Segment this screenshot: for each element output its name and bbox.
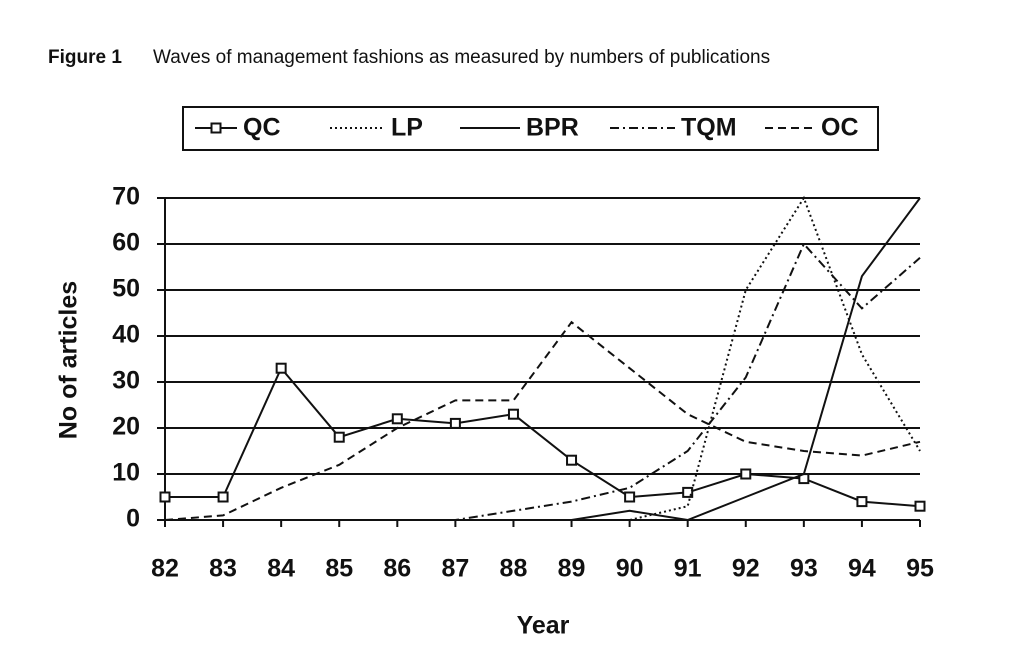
x-tick-label: 87 <box>441 555 469 583</box>
y-tick-label: 60 <box>112 229 140 257</box>
series-line <box>164 320 921 521</box>
point-marker <box>275 362 287 374</box>
x-tick-label: 94 <box>848 555 876 583</box>
x-tick-label: 89 <box>558 555 586 583</box>
point-marker <box>391 413 403 425</box>
point-marker <box>566 454 578 466</box>
y-tick-label: 20 <box>112 413 140 441</box>
x-tick-label: 86 <box>383 555 411 583</box>
point-marker <box>624 491 636 503</box>
x-tick-label: 92 <box>732 555 760 583</box>
y-tick-label: 70 <box>112 183 140 211</box>
x-tick-label: 88 <box>500 555 528 583</box>
legend-box <box>182 106 879 151</box>
legend-marker <box>210 122 222 134</box>
legend-label: BPR <box>526 114 579 142</box>
legend-label: TQM <box>681 114 737 142</box>
y-tick-label: 10 <box>112 459 140 487</box>
series-line <box>165 366 921 508</box>
y-tick-label: 0 <box>126 505 140 533</box>
y-tick-label: 50 <box>112 275 140 303</box>
y-axis-title: No of articles <box>55 281 83 439</box>
legend-label: LP <box>391 114 423 142</box>
point-marker <box>159 491 171 503</box>
point-marker <box>333 431 345 443</box>
x-tick-label: 85 <box>325 555 353 583</box>
y-tick-label: 40 <box>112 321 140 349</box>
x-tick-label: 93 <box>790 555 818 583</box>
x-tick-label: 91 <box>674 555 702 583</box>
legend-label: OC <box>821 114 859 142</box>
x-axis-title: Year <box>517 612 570 640</box>
point-marker <box>682 486 694 498</box>
y-tick-label: 30 <box>112 367 140 395</box>
point-marker <box>914 500 926 512</box>
point-marker <box>449 417 461 429</box>
figure-label: Figure 1 <box>48 47 122 68</box>
chart-title: Waves of management fashions as measured… <box>153 47 770 68</box>
x-tick-label: 83 <box>209 555 237 583</box>
point-marker <box>740 468 752 480</box>
x-tick-label: 84 <box>267 555 295 583</box>
point-marker <box>507 408 519 420</box>
series-line <box>165 197 921 522</box>
legend-label: QC <box>243 114 281 142</box>
x-tick-label: 95 <box>906 555 934 583</box>
point-marker <box>217 491 229 503</box>
point-marker <box>856 496 868 508</box>
x-tick-label: 82 <box>151 555 179 583</box>
x-tick-label: 90 <box>616 555 644 583</box>
